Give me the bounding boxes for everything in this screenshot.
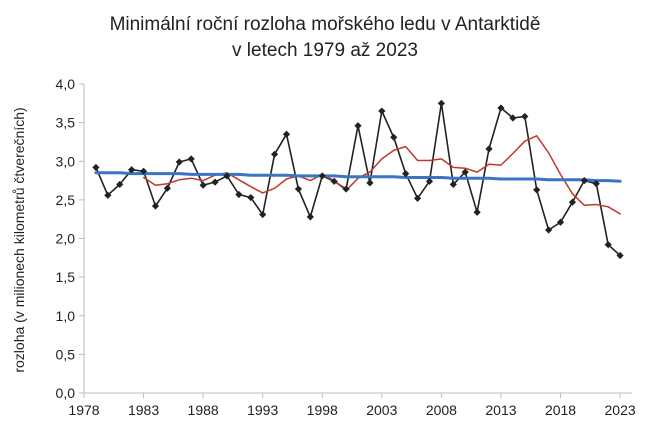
x-tick-label: 1988 [188, 402, 219, 418]
data-point [616, 251, 624, 260]
x-tick-label: 2018 [545, 402, 576, 418]
chart-title: Minimální roční rozloha mořského ledu v … [109, 14, 541, 35]
data-point [390, 133, 398, 141]
y-tick-label: 2,0 [56, 231, 76, 247]
data-point [473, 208, 481, 216]
data-point [580, 176, 588, 185]
data-point [92, 163, 100, 172]
data-point [330, 177, 338, 185]
y-tick-label: 0,0 [56, 385, 76, 401]
y-tick-label: 4,0 [56, 76, 76, 92]
axes: 0,0 0,5 1,0 1,5 2,0 2,5 3,0 3,5 4,0 1978 1983 1988 1… [56, 76, 636, 418]
x-tick-label: 1978 [68, 402, 99, 418]
y-tick-label: 3,0 [56, 153, 76, 169]
data-point [354, 122, 362, 130]
data-point [485, 145, 493, 153]
series-layer [92, 99, 624, 260]
data-point [175, 158, 183, 166]
data-point [366, 179, 374, 187]
x-tick-label: 2023 [605, 402, 636, 418]
data-point [211, 178, 219, 186]
data-point [342, 185, 350, 193]
y-tick-label: 2,5 [56, 192, 76, 208]
x-tick-label: 1983 [128, 402, 159, 418]
data-point [151, 202, 160, 210]
x-tick-label: 1998 [307, 402, 338, 418]
series-line-trend [94, 171, 622, 183]
data-point [497, 104, 505, 112]
y-tick-label: 0,5 [56, 346, 76, 362]
data-point [128, 166, 136, 174]
data-point [139, 167, 148, 175]
x-tick-label: 2003 [366, 402, 397, 418]
data-point [521, 112, 529, 121]
data-point [437, 99, 445, 107]
x-tick-label: 2008 [426, 402, 457, 418]
data-point [163, 184, 171, 192]
data-point [449, 180, 457, 189]
data-point [545, 226, 553, 234]
data-point [306, 213, 314, 221]
chart-subtitle: v letech 1979 až 2023 [232, 40, 418, 61]
x-tick-label: 1993 [247, 402, 278, 418]
data-point [461, 168, 469, 176]
data-point [318, 172, 326, 180]
data-point [402, 170, 410, 178]
data-point [556, 218, 565, 226]
data-point [247, 193, 255, 202]
y-tick-label: 1,5 [56, 269, 76, 285]
data-point [282, 130, 291, 138]
data-point [187, 155, 195, 163]
x-tick-label: 2013 [485, 402, 516, 418]
y-axis-label: rozloha (v milionech kilometrů čtvereční… [11, 107, 27, 372]
data-point [378, 107, 386, 115]
data-point [604, 241, 612, 249]
data-point [413, 194, 422, 202]
data-point [116, 180, 124, 189]
data-point [104, 191, 112, 199]
data-point [509, 114, 517, 122]
data-point [294, 185, 303, 193]
data-point [199, 181, 207, 189]
y-tick-label: 3,5 [56, 115, 76, 131]
data-point [425, 177, 434, 185]
data-point [533, 186, 541, 194]
data-point [568, 198, 577, 206]
data-point [259, 210, 267, 219]
data-point [592, 180, 600, 188]
y-tick-label: 1,0 [56, 308, 76, 324]
data-point [271, 150, 279, 158]
data-point [223, 172, 231, 180]
data-point [235, 190, 243, 199]
